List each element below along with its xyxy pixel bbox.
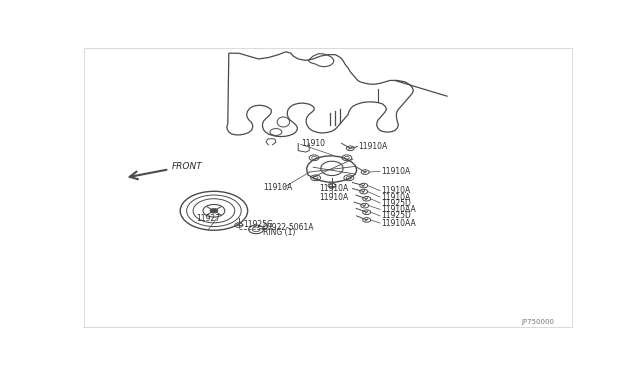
- Text: 11910A: 11910A: [381, 167, 410, 176]
- Text: 11910A: 11910A: [319, 193, 349, 202]
- Circle shape: [210, 208, 218, 213]
- Text: JP750000: JP750000: [522, 320, 554, 326]
- Text: 11925D: 11925D: [381, 199, 411, 208]
- Text: 00922-5061A: 00922-5061A: [262, 224, 314, 232]
- Text: 11925G: 11925G: [244, 220, 273, 229]
- Text: 11910A: 11910A: [319, 184, 348, 193]
- Text: FRONT: FRONT: [172, 162, 202, 171]
- Text: 11925D: 11925D: [381, 211, 411, 221]
- Text: 11910AA: 11910AA: [381, 205, 416, 214]
- Text: 11910A: 11910A: [358, 142, 387, 151]
- Text: 11910A: 11910A: [381, 186, 410, 195]
- Text: 11910AA: 11910AA: [381, 219, 416, 228]
- Text: 11910A: 11910A: [264, 183, 292, 192]
- Text: 11927: 11927: [196, 214, 221, 223]
- Text: 11910A: 11910A: [381, 193, 410, 202]
- Text: 11910: 11910: [301, 139, 324, 148]
- Text: RING (1): RING (1): [262, 228, 295, 237]
